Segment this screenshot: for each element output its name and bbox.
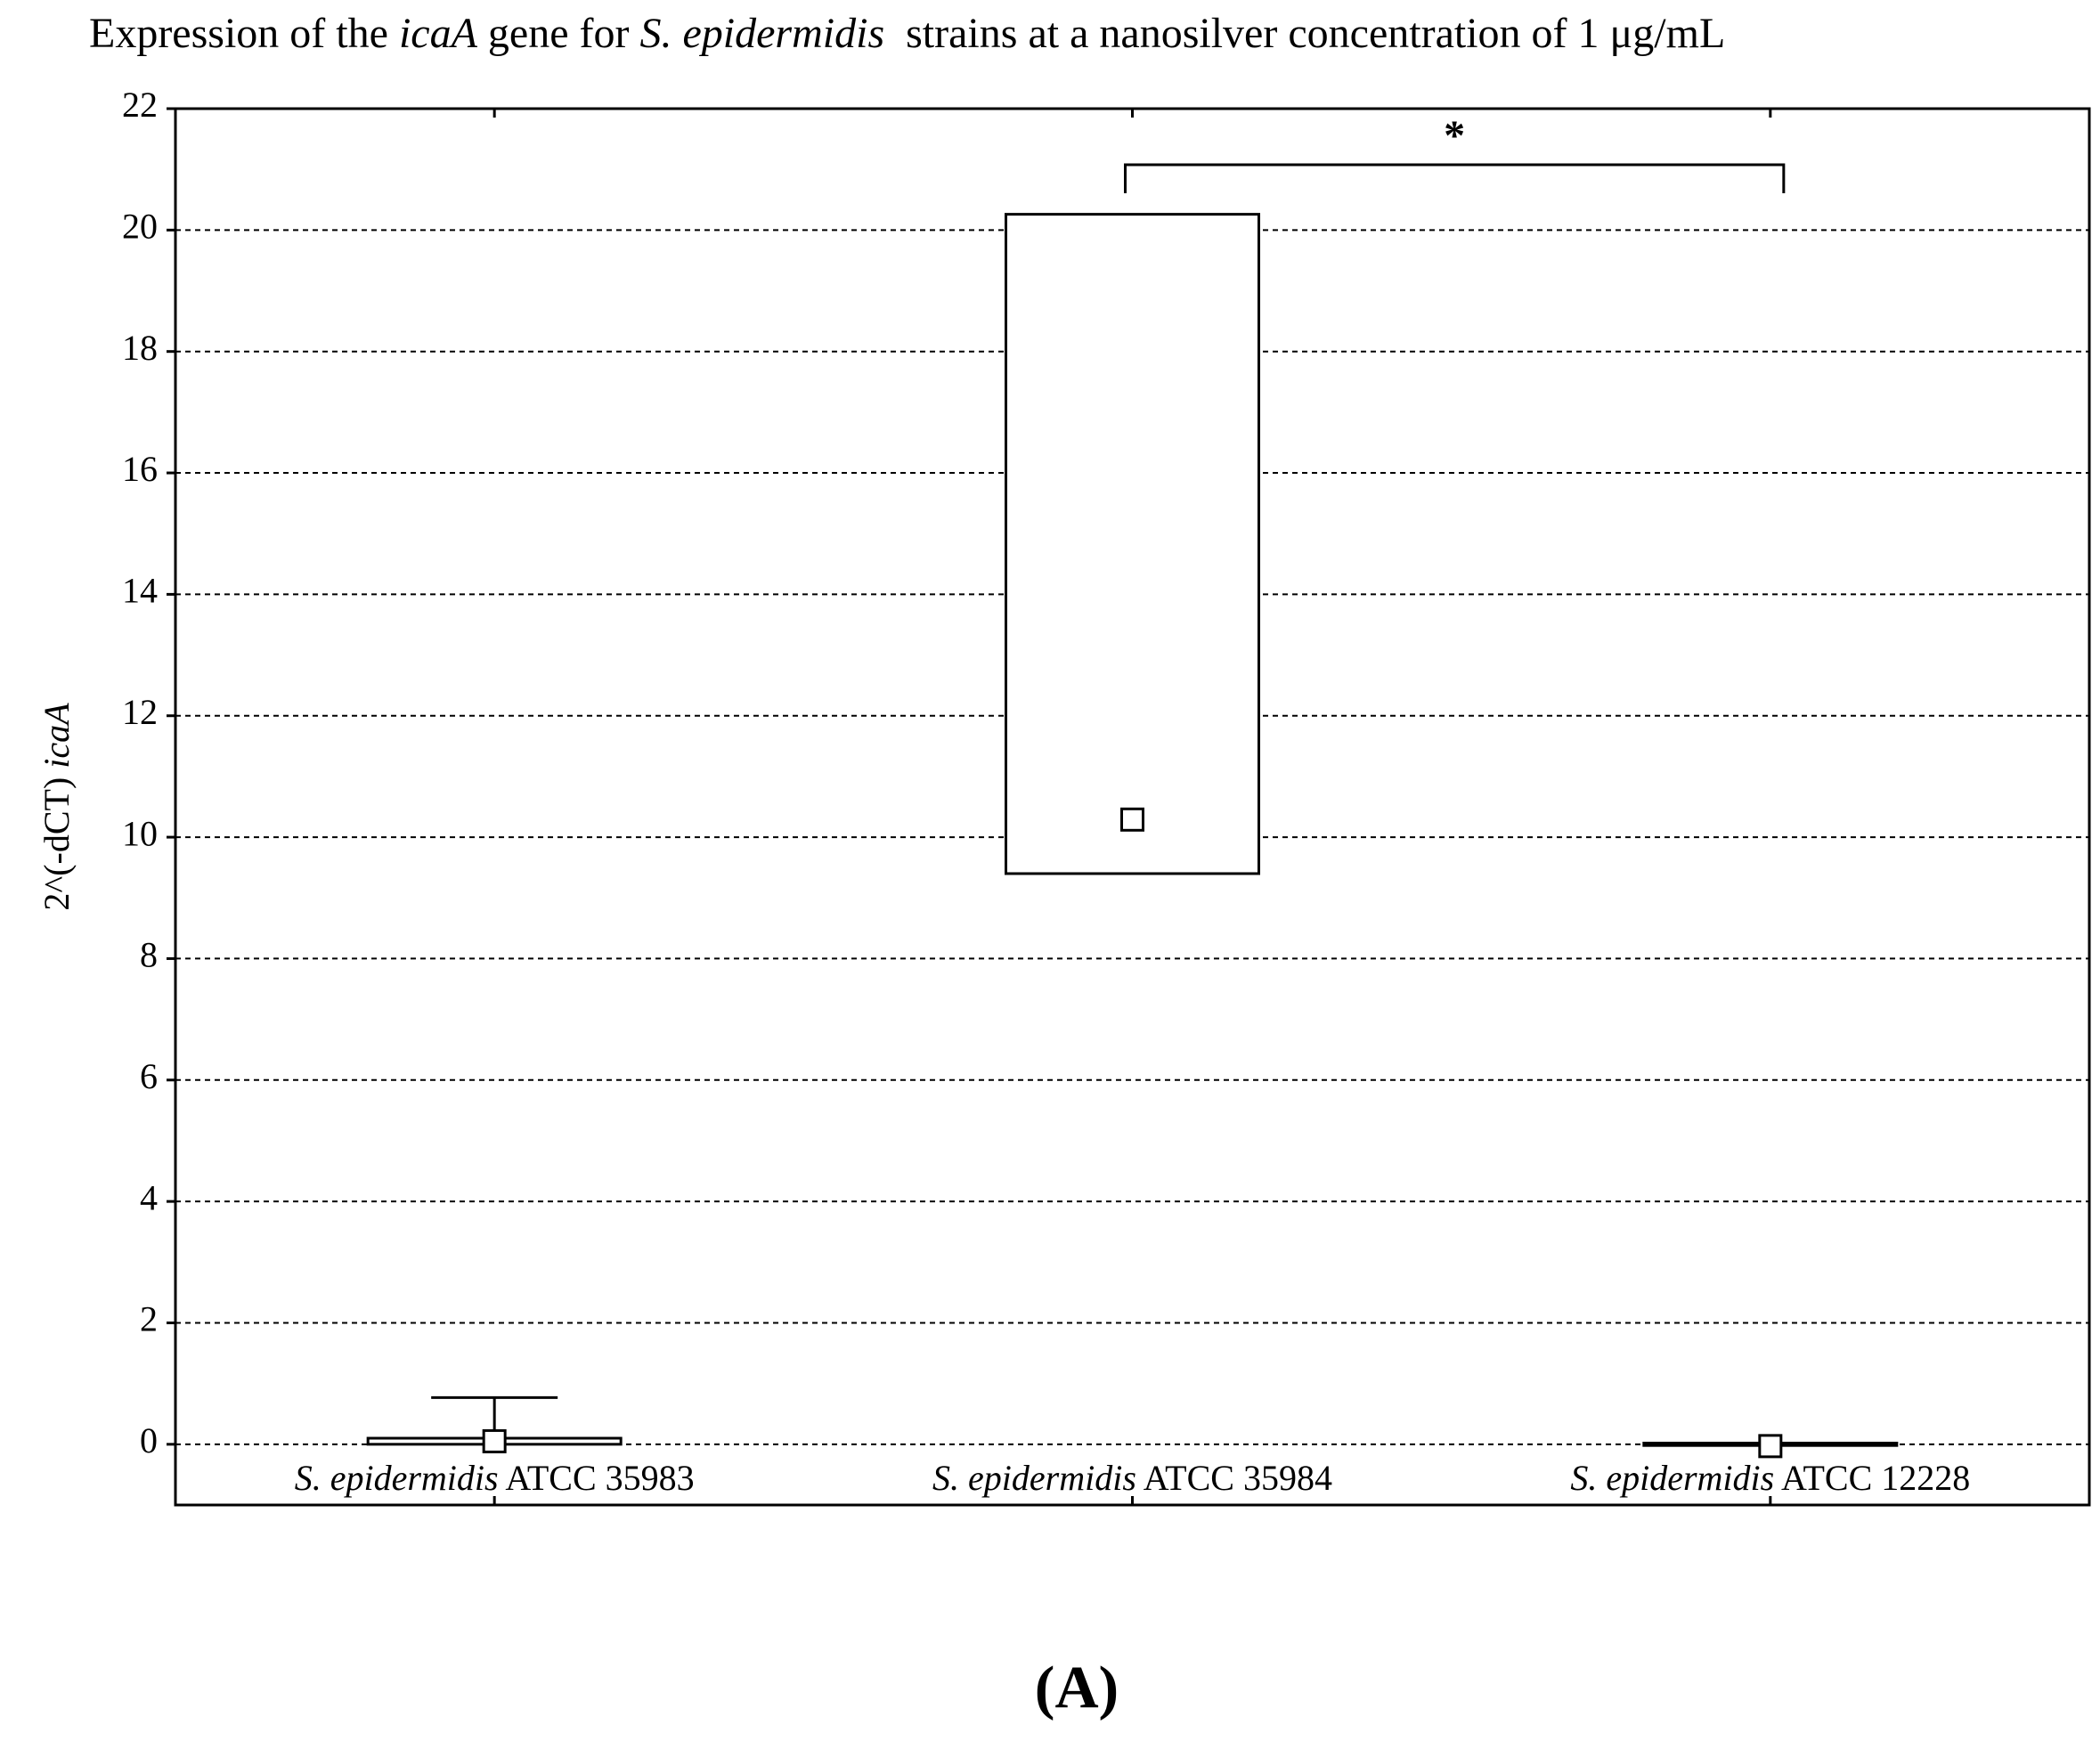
category-species: S. epidermidis	[295, 1458, 499, 1498]
y-tick-label: 16	[122, 449, 158, 489]
y-tick-label: 0	[140, 1420, 158, 1460]
significance-bracket	[1124, 163, 1786, 193]
category-species: S. epidermidis	[932, 1458, 1136, 1498]
category-strain: ATCC 35983	[499, 1458, 695, 1498]
title-part: icaA	[399, 10, 478, 57]
x-tick-label: S. epidermidis ATCC 35983	[295, 1458, 695, 1498]
title-part: Expression of the	[89, 10, 399, 57]
box	[1005, 213, 1260, 875]
y-tick-label: 18	[122, 328, 158, 368]
y-tick-label: 12	[122, 692, 158, 732]
median-marker	[1120, 807, 1144, 832]
median-marker	[1758, 1434, 1783, 1459]
ylabel-part: 2^(-dCT)	[37, 769, 77, 911]
y-tick-label: 10	[122, 813, 158, 853]
y-tick-label: 4	[140, 1177, 158, 1217]
y-tick-label: 6	[140, 1056, 158, 1096]
title-part: strains at a nanosilver concentration of…	[884, 10, 1725, 57]
x-tick-label: S. epidermidis ATCC 12228	[1570, 1458, 1970, 1498]
y-tick-label: 14	[122, 571, 158, 611]
y-tick-label: 20	[122, 207, 158, 247]
y-tick-label: 8	[140, 935, 158, 975]
x-tick-label: S. epidermidis ATCC 35984	[932, 1458, 1332, 1498]
median-marker	[482, 1428, 507, 1453]
category-strain: ATCC 12228	[1774, 1458, 1970, 1498]
category-strain: ATCC 35984	[1136, 1458, 1332, 1498]
title-part: gene for	[477, 10, 640, 57]
chart-title: Expression of the icaA gene for S. epide…	[89, 10, 1725, 57]
panel-label: (A)	[1035, 1654, 1119, 1721]
y-tick-label: 2	[140, 1299, 158, 1339]
title-part: S. epidermidis	[639, 10, 884, 57]
y-axis-label: 2^(-dCT) icaA	[37, 703, 77, 911]
ylabel-part: icaA	[37, 703, 77, 769]
y-tick-label: 22	[122, 85, 158, 125]
category-species: S. epidermidis	[1570, 1458, 1774, 1498]
significance-label: *	[1444, 112, 1465, 159]
